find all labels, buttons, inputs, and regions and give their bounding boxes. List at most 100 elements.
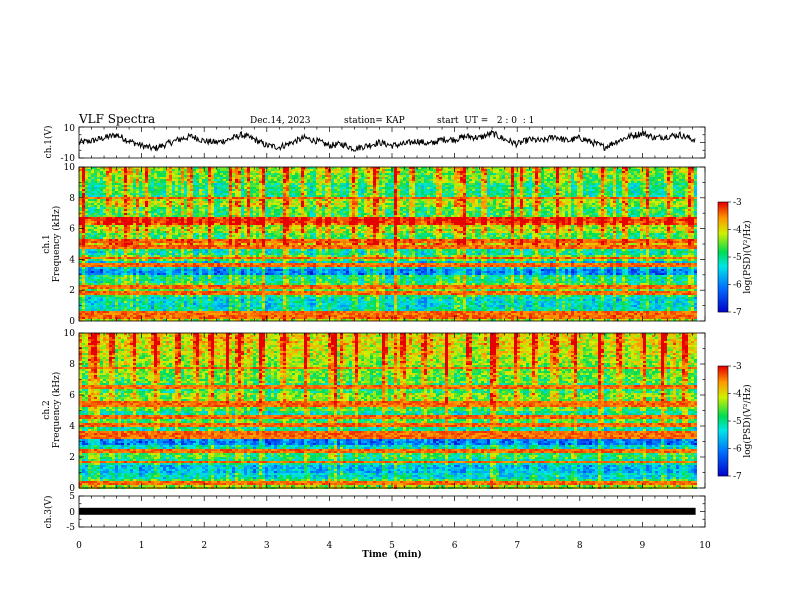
spectrogram-cell	[157, 275, 160, 277]
spectrogram-cell	[85, 273, 88, 275]
spectrogram-cell	[112, 215, 115, 217]
spectrogram-cell	[190, 285, 193, 287]
spectrogram-cell	[223, 273, 226, 275]
spectrogram-cell	[172, 225, 175, 227]
spectrogram-cell	[223, 243, 226, 245]
spectrogram-cell	[118, 193, 121, 195]
spectrogram-cell	[232, 263, 235, 265]
spectrogram-cell	[193, 313, 196, 315]
spectrogram-cell	[94, 279, 97, 281]
spectrogram-cell	[220, 237, 223, 239]
spectrogram-cell	[196, 291, 199, 293]
spectrogram-cell	[85, 301, 88, 303]
spectrogram-cell	[124, 193, 127, 195]
spectrogram-cell	[79, 221, 82, 223]
spectrogram-cell	[175, 253, 178, 255]
spectrogram-cell	[127, 313, 130, 315]
spectrogram-cell	[100, 217, 103, 219]
spectrogram-cell	[226, 177, 229, 179]
spectrogram-cell	[100, 181, 103, 183]
spectrogram-cell	[169, 199, 172, 201]
spectrogram-cell	[106, 233, 109, 235]
spectrogram-cell	[103, 189, 106, 191]
spectrogram-cell	[118, 279, 121, 281]
spectrogram-cell	[229, 241, 232, 243]
spectrogram-cell	[85, 297, 88, 299]
spectrogram-cell	[127, 225, 130, 227]
spectrogram-cell	[139, 261, 142, 263]
spectrogram-cell	[112, 301, 115, 303]
spectrogram-cell	[136, 173, 139, 175]
spectrogram-cell	[121, 211, 124, 213]
spectrogram-cell	[154, 193, 157, 195]
spectrogram-cell	[94, 223, 97, 225]
spectrogram-cell	[244, 285, 247, 287]
spectrogram-cell	[172, 265, 175, 267]
spectrogram-cell	[259, 177, 262, 179]
spectrogram-cell	[175, 287, 178, 289]
spectrogram-cell	[208, 231, 211, 233]
spectrogram-cell	[94, 247, 97, 249]
spectrogram-cell	[214, 297, 217, 299]
spectrogram-cell	[193, 205, 196, 207]
spectrogram-cell	[226, 307, 229, 309]
spectrogram-cell	[142, 283, 145, 285]
spectrogram-cell	[82, 217, 85, 219]
spectrogram-cell	[178, 273, 181, 275]
spectrogram-cell	[175, 251, 178, 253]
spectrogram-cell	[220, 241, 223, 243]
spectrogram-cell	[82, 175, 85, 177]
spectrogram-cell	[223, 295, 226, 297]
spectrogram-cell	[106, 171, 109, 173]
spectrogram-cell	[109, 247, 112, 249]
spectrogram-cell	[136, 197, 139, 199]
spectrogram-cell	[97, 275, 100, 277]
spectrogram-cell	[112, 287, 115, 289]
spectrogram-cell	[214, 179, 217, 181]
spectrogram-cell	[130, 295, 133, 297]
spectrogram-cell	[100, 251, 103, 253]
spectrogram-cell	[130, 269, 133, 271]
spectrogram-cell	[139, 257, 142, 259]
spectrogram-cell	[190, 203, 193, 205]
spectrogram-cell	[145, 187, 148, 189]
spectrogram-cell	[154, 289, 157, 291]
spectrogram-cell	[250, 309, 253, 311]
spectrogram-cell	[232, 171, 235, 173]
spectrogram-cell	[226, 291, 229, 293]
spectrogram-cell	[133, 245, 136, 247]
spectrogram-cell	[82, 229, 85, 231]
spectrogram-cell	[109, 221, 112, 223]
spectrogram-cell	[118, 255, 121, 257]
spectrogram-cell	[148, 291, 151, 293]
spectrogram-cell	[229, 205, 232, 207]
spectrogram-cell	[190, 175, 193, 177]
spectrogram-cell	[139, 227, 142, 229]
spectrogram-cell	[151, 317, 154, 319]
spectrogram-cell	[175, 279, 178, 281]
spectrogram-cell	[214, 291, 217, 293]
spectrogram-cell	[235, 239, 238, 241]
spectrogram-cell	[256, 223, 259, 225]
spectrogram-cell	[130, 237, 133, 239]
spectrogram-cell	[187, 259, 190, 261]
spectrogram-cell	[148, 221, 151, 223]
spectrogram-cell	[229, 259, 232, 261]
spectrogram-cell	[79, 247, 82, 249]
spectrogram-cell	[250, 251, 253, 253]
spectrogram-cell	[133, 195, 136, 197]
spectrogram-cell	[154, 191, 157, 193]
spectrogram-cell	[250, 299, 253, 301]
spectrogram-cell	[205, 263, 208, 265]
spectrogram-cell	[193, 317, 196, 319]
spectrogram-cell	[217, 311, 220, 313]
spectrogram-cell	[142, 243, 145, 245]
spectrogram-cell	[253, 275, 256, 277]
spectrogram-cell	[235, 243, 238, 245]
spectrogram-cell	[199, 197, 202, 199]
spectrogram-cell	[151, 175, 154, 177]
spectrogram-cell	[157, 297, 160, 299]
spectrogram-cell	[85, 259, 88, 261]
spectrogram-cell	[142, 213, 145, 215]
spectrogram-cell	[235, 297, 238, 299]
